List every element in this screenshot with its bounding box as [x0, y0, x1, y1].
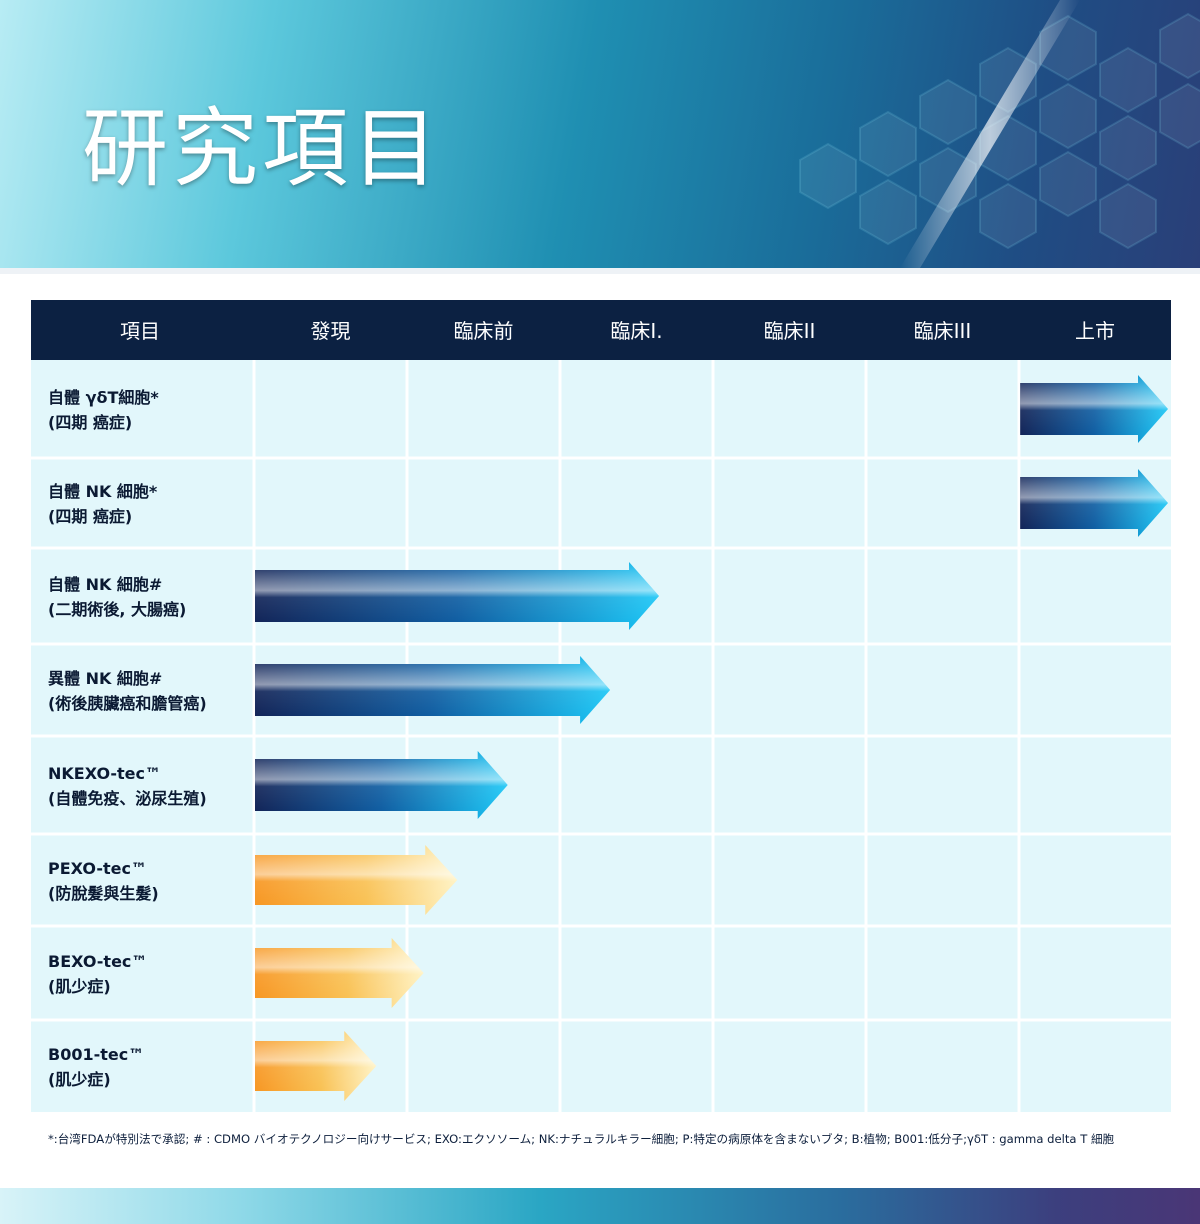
- arrow-gloss: [255, 562, 660, 630]
- column-header: 臨床前: [454, 319, 514, 343]
- row-label-name: BEXO-tec™: [48, 952, 147, 971]
- table-row: 自體 γδT細胞* (四期 癌症): [48, 388, 159, 432]
- table-row: PEXO-tec™ (防脫髮與生髮): [48, 859, 159, 903]
- row-label-indication: (肌少症): [48, 1070, 111, 1089]
- arrow-gloss: [255, 751, 508, 819]
- row-label-name: 自體 γδT細胞*: [48, 388, 159, 407]
- table-row: 異體 NK 細胞# (術後胰臟癌和膽管癌): [48, 669, 207, 713]
- arrow-gloss: [255, 1031, 377, 1101]
- arrow-gloss: [1020, 375, 1168, 443]
- row-label-name: 自體 NK 細胞*: [48, 482, 158, 501]
- bottom-bar: [0, 1188, 1200, 1224]
- arrow-gloss: [255, 845, 458, 915]
- row-label-indication: (術後胰臟癌和膽管癌): [48, 694, 207, 713]
- row-label-indication: (二期術後, 大腸癌): [48, 600, 186, 619]
- row-label-indication: (防脫髮與生髮): [48, 884, 159, 903]
- column-header: 臨床II: [764, 319, 816, 343]
- row-label-indication: (四期 癌症): [48, 413, 132, 432]
- column-header: 發現: [311, 319, 351, 343]
- row-label-name: 自體 NK 細胞#: [48, 575, 162, 594]
- hexagon-pattern-icon: [799, 0, 1200, 268]
- row-label-name: NKEXO-tec™: [48, 764, 161, 783]
- column-header: 臨床III: [914, 319, 972, 343]
- row-label-indication: (自體免疫、泌尿生殖): [48, 789, 207, 808]
- row-label-indication: (肌少症): [48, 977, 111, 996]
- column-header: 上市: [1075, 319, 1115, 343]
- row-label-indication: (四期 癌症): [48, 507, 132, 526]
- table-row: 自體 NK 細胞* (四期 癌症): [48, 482, 158, 526]
- divider: [0, 268, 1200, 274]
- table-header: [31, 300, 1171, 360]
- page-title: 研究項目: [82, 99, 442, 199]
- column-header: 項目: [120, 319, 160, 343]
- table-row: 自體 NK 細胞# (二期術後, 大腸癌): [48, 575, 186, 619]
- row-label-name: 異體 NK 細胞#: [48, 669, 162, 688]
- arrow-gloss: [1020, 469, 1168, 537]
- table-row: B001-tec™ (肌少症): [48, 1045, 144, 1089]
- row-label-name: B001-tec™: [48, 1045, 144, 1064]
- row-label-name: PEXO-tec™: [48, 859, 147, 878]
- footnote: *:台湾FDAが特別法で承認; # : CDMO バイオテクノロジー向けサービス…: [48, 1132, 1115, 1146]
- table-row: NKEXO-tec™ (自體免疫、泌尿生殖): [48, 764, 207, 808]
- banner: 研究項目: [0, 0, 1200, 268]
- column-header: 臨床I.: [610, 319, 662, 343]
- arrow-gloss: [255, 938, 424, 1008]
- arrow-gloss: [255, 656, 611, 724]
- table-row: BEXO-tec™ (肌少症): [48, 952, 147, 996]
